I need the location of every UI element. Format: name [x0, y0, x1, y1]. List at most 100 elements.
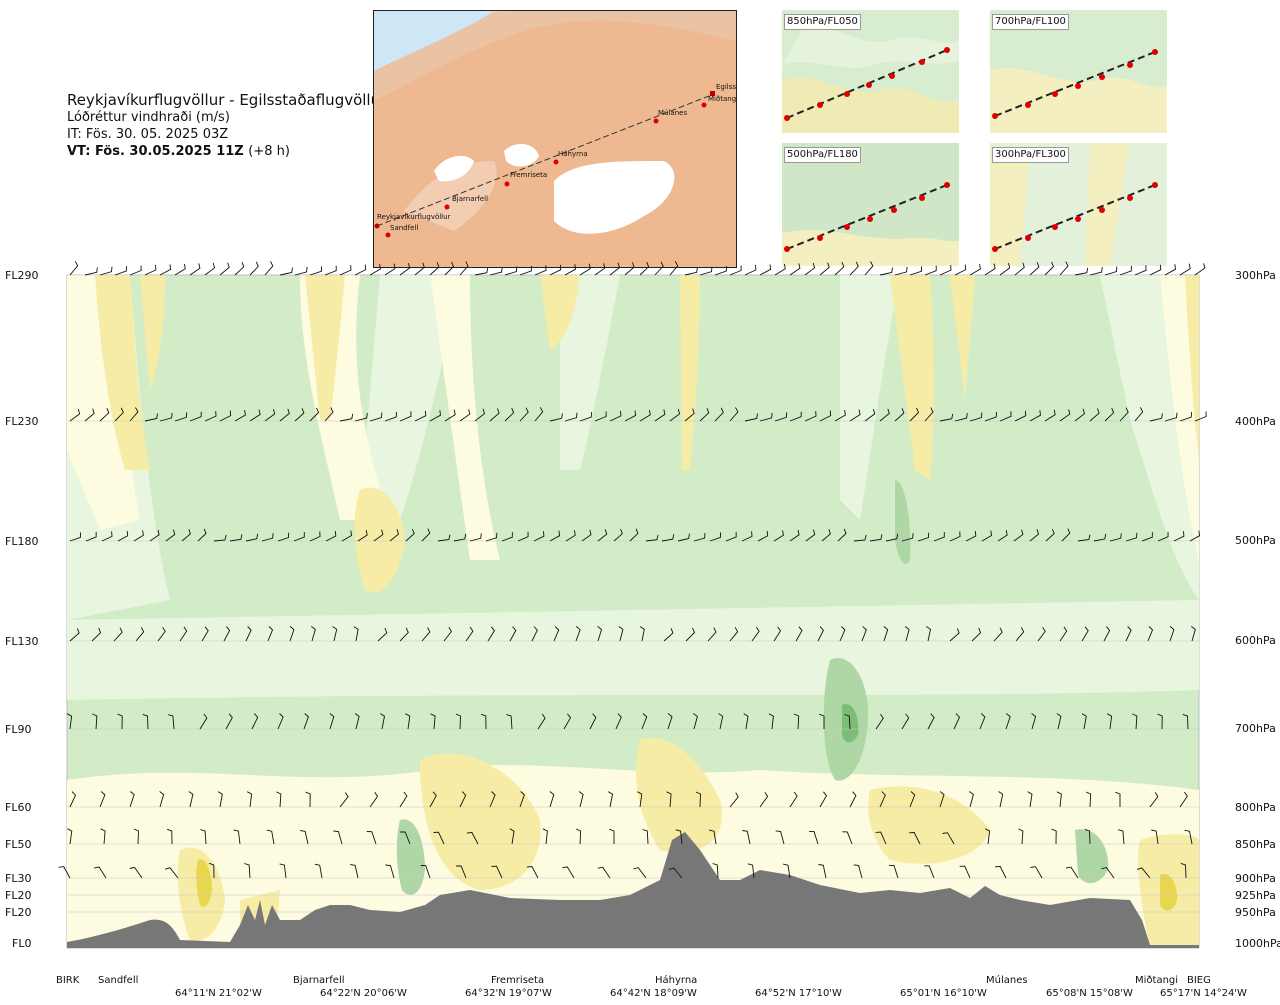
- coord-label: 64°32'N 19°07'W: [465, 988, 552, 999]
- wind-barb: [939, 265, 952, 276]
- wind-barb: [506, 714, 513, 730]
- wind-barb: [817, 626, 824, 642]
- wind-barb: [519, 265, 532, 276]
- inset-500-label: 500hPa/FL180: [784, 147, 861, 163]
- wind-barb: [534, 407, 544, 422]
- chart-title: Reykjavíkurflugvöllur - Egilsstaðaflugvö…: [67, 91, 387, 109]
- wind-barb: [453, 533, 467, 542]
- wind-barb: [969, 791, 974, 808]
- wind-barb: [166, 828, 173, 845]
- wind-barb: [489, 408, 500, 422]
- wind-barb: [741, 531, 753, 542]
- wind-barb: [939, 791, 945, 808]
- wind-barb: [789, 263, 801, 276]
- hpa-label-950: 950hPa: [1235, 906, 1276, 919]
- wind-barb: [1164, 264, 1176, 276]
- inset-700-graphic: [990, 10, 1167, 133]
- wind-barb: [1132, 713, 1138, 730]
- wind-barb: [1157, 531, 1169, 542]
- wind-barb: [629, 528, 639, 542]
- wind-barb: [775, 830, 785, 845]
- wind-barb: [144, 413, 158, 422]
- fl-label-60: FL60: [5, 801, 32, 814]
- wind-barb: [693, 532, 706, 542]
- wind-barb: [1180, 862, 1187, 879]
- wind-barb: [684, 408, 695, 422]
- map-label-hahyrna: Háhyrna: [558, 150, 588, 158]
- inset-700-label: 700hPa/FL100: [992, 14, 1069, 30]
- wind-barb: [325, 530, 337, 542]
- wind-barb: [197, 528, 207, 542]
- wind-barb: [773, 530, 784, 542]
- inset-850-label: 850hPa/FL050: [784, 14, 861, 30]
- wind-barb: [469, 533, 482, 542]
- wind-barb: [1056, 713, 1062, 730]
- wind-barb: [613, 528, 623, 542]
- wind-barb: [369, 412, 383, 422]
- wind-barb: [1149, 413, 1163, 422]
- wind-barb: [834, 410, 846, 422]
- coord-label: 65°17'N 14°24'W: [1160, 988, 1247, 999]
- wind-barb: [699, 266, 713, 276]
- wind-barb: [474, 267, 489, 276]
- wind-barb: [669, 408, 681, 422]
- wind-barb: [1182, 713, 1189, 730]
- wind-barb: [174, 263, 186, 276]
- wind-barb: [245, 533, 259, 542]
- wind-barb: [201, 626, 209, 642]
- wind-barb: [1149, 792, 1159, 808]
- wind-barb: [225, 713, 233, 730]
- wind-barb: [369, 791, 379, 808]
- wind-barb: [1089, 267, 1103, 276]
- map-point: [553, 159, 559, 165]
- wind-barb: [1104, 266, 1118, 276]
- wind-barb: [1093, 533, 1107, 542]
- map-point: [710, 91, 715, 96]
- wind-barb: [373, 529, 384, 542]
- wind-barb: [1029, 529, 1040, 542]
- wind-barb: [249, 409, 261, 422]
- wind-barb: [504, 266, 518, 276]
- hpa-label-300: 300hPa: [1235, 269, 1276, 282]
- wind-barb: [624, 410, 637, 422]
- wind-barb: [208, 862, 215, 879]
- wind-barb: [984, 828, 991, 845]
- wind-barb: [267, 626, 274, 642]
- wind-barb: [926, 626, 932, 642]
- wind-barb: [389, 529, 400, 542]
- wind-barb: [1117, 829, 1125, 845]
- wind-barb: [639, 261, 650, 276]
- wind-barb: [562, 866, 575, 879]
- wind-barb: [718, 713, 724, 730]
- wind-barb: [357, 530, 368, 542]
- wind-barb: [901, 713, 910, 730]
- wind-barb: [414, 262, 425, 276]
- wind-barb: [309, 531, 321, 542]
- wind-barb: [300, 830, 309, 845]
- wind-barb: [624, 262, 635, 276]
- wind-barb: [459, 261, 469, 276]
- wind-barb: [597, 529, 608, 542]
- wind-barb: [924, 865, 935, 879]
- wind-barb: [1173, 531, 1185, 542]
- hpa-label-1000: 1000hPa: [1235, 937, 1280, 950]
- wind-barb: [223, 626, 231, 642]
- shading-green: [396, 480, 1109, 895]
- wind-barb: [489, 791, 496, 808]
- wind-barb: [1030, 866, 1043, 879]
- coord-label: 64°11'N 21°02'W: [175, 988, 262, 999]
- wind-barb: [399, 411, 412, 422]
- wind-barb: [729, 407, 739, 422]
- wind-barb: [804, 411, 817, 422]
- wind-barb: [875, 713, 884, 730]
- wind-barb: [581, 529, 592, 542]
- wind-barb: [294, 266, 308, 276]
- wind-barb: [474, 408, 486, 422]
- wind-barb: [549, 530, 561, 542]
- coord-label: 64°42'N 18°09'W: [610, 988, 697, 999]
- fl-label-290: FL290: [5, 269, 39, 282]
- wind-barb: [942, 832, 955, 845]
- wind-barb: [927, 713, 935, 730]
- wind-barb: [489, 267, 503, 276]
- header: Reykjavíkurflugvöllur - Egilsstaðaflugvö…: [67, 92, 386, 160]
